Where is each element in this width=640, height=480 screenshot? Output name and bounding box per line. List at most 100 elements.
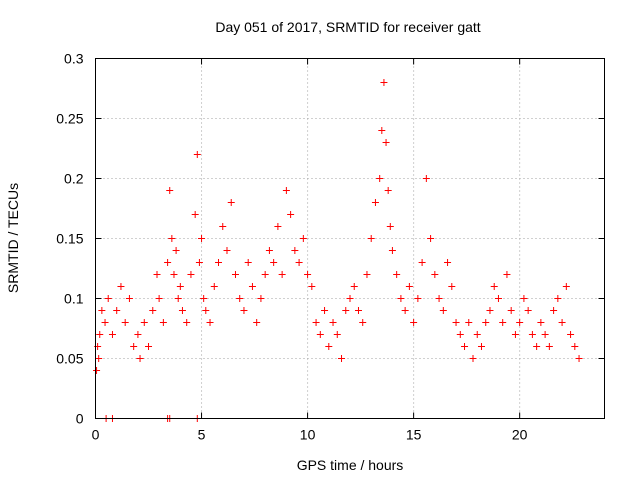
- data-point: [338, 355, 346, 362]
- plot-frame: [95, 58, 605, 419]
- data-point: [236, 295, 244, 302]
- data-point: [490, 283, 498, 290]
- data-point: [149, 307, 157, 314]
- data-point: [287, 211, 295, 218]
- data-point: [444, 259, 452, 266]
- data-point: [537, 319, 545, 326]
- data-point: [354, 307, 362, 314]
- data-point: [333, 331, 341, 338]
- data-point: [282, 187, 290, 194]
- data-point: [524, 307, 532, 314]
- data-point: [244, 259, 252, 266]
- data-point: [439, 307, 447, 314]
- data-point: [191, 211, 199, 218]
- data-point: [558, 319, 566, 326]
- data-point: [136, 355, 144, 362]
- data-point: [140, 319, 148, 326]
- y-tick-label: 0.25: [56, 111, 83, 127]
- data-point: [456, 331, 464, 338]
- data-point: [325, 343, 333, 350]
- data-point: [304, 271, 312, 278]
- axis-ticks: 0 0.05 0.1 0.15 0.2 0.25 0.3 0 5 10 15 20: [56, 51, 605, 443]
- data-point: [164, 259, 172, 266]
- data-point: [465, 319, 473, 326]
- data-point: [316, 331, 324, 338]
- data-point: [104, 295, 112, 302]
- data-point: [431, 271, 439, 278]
- data-point: [248, 283, 256, 290]
- data-point: [117, 283, 125, 290]
- data-point: [202, 307, 210, 314]
- data-point: [507, 307, 515, 314]
- data-point: [405, 283, 413, 290]
- data-point: [469, 355, 477, 362]
- data-point: [435, 295, 443, 302]
- data-point: [98, 307, 106, 314]
- data-points: [93, 79, 583, 422]
- data-point: [166, 187, 174, 194]
- data-point: [494, 295, 502, 302]
- y-tick-label: 0.3: [64, 51, 84, 67]
- data-point: [520, 295, 528, 302]
- data-point: [95, 355, 103, 362]
- data-point: [418, 259, 426, 266]
- data-point: [308, 283, 316, 290]
- data-point: [533, 343, 541, 350]
- data-point: [554, 295, 562, 302]
- y-tick-label: 0.15: [56, 231, 83, 247]
- data-point: [168, 235, 176, 242]
- data-point: [145, 343, 153, 350]
- data-point: [170, 271, 178, 278]
- data-point: [291, 247, 299, 254]
- data-point: [499, 319, 507, 326]
- data-point: [363, 271, 371, 278]
- data-point: [575, 355, 583, 362]
- data-point: [295, 259, 303, 266]
- data-point: [511, 331, 519, 338]
- data-point: [159, 319, 167, 326]
- data-point: [452, 319, 460, 326]
- data-point: [567, 331, 575, 338]
- data-point: [193, 151, 201, 158]
- data-point: [541, 331, 549, 338]
- data-point: [134, 331, 142, 338]
- data-point: [299, 235, 307, 242]
- data-point: [101, 319, 109, 326]
- data-point: [380, 79, 388, 86]
- y-tick-label: 0.2: [64, 171, 84, 187]
- data-point: [253, 319, 261, 326]
- data-point: [270, 259, 278, 266]
- data-point: [215, 259, 223, 266]
- data-point: [414, 295, 422, 302]
- data-point: [113, 307, 121, 314]
- data-point: [516, 319, 524, 326]
- y-tick-label: 0.05: [56, 351, 83, 367]
- data-point: [240, 307, 248, 314]
- data-point: [367, 235, 375, 242]
- data-point: [448, 283, 456, 290]
- data-point: [550, 307, 558, 314]
- data-point: [359, 319, 367, 326]
- data-point: [108, 331, 116, 338]
- data-point: [473, 331, 481, 338]
- data-point: [422, 175, 430, 182]
- data-point: [187, 271, 195, 278]
- data-point: [427, 235, 435, 242]
- data-point: [206, 319, 214, 326]
- data-point: [130, 343, 138, 350]
- x-tick-label: 0: [92, 427, 100, 443]
- data-point: [223, 247, 231, 254]
- data-point: [382, 139, 390, 146]
- data-point: [231, 271, 239, 278]
- data-point: [342, 307, 350, 314]
- data-point: [219, 223, 227, 230]
- data-point: [386, 223, 394, 230]
- data-point: [210, 283, 218, 290]
- x-axis-label: GPS time / hours: [297, 457, 404, 473]
- data-point: [397, 295, 405, 302]
- chart-title: Day 051 of 2017, SRMTID for receiver gat…: [215, 19, 480, 35]
- data-point: [153, 271, 161, 278]
- data-point: [378, 127, 386, 134]
- data-point: [410, 319, 418, 326]
- data-point: [198, 235, 206, 242]
